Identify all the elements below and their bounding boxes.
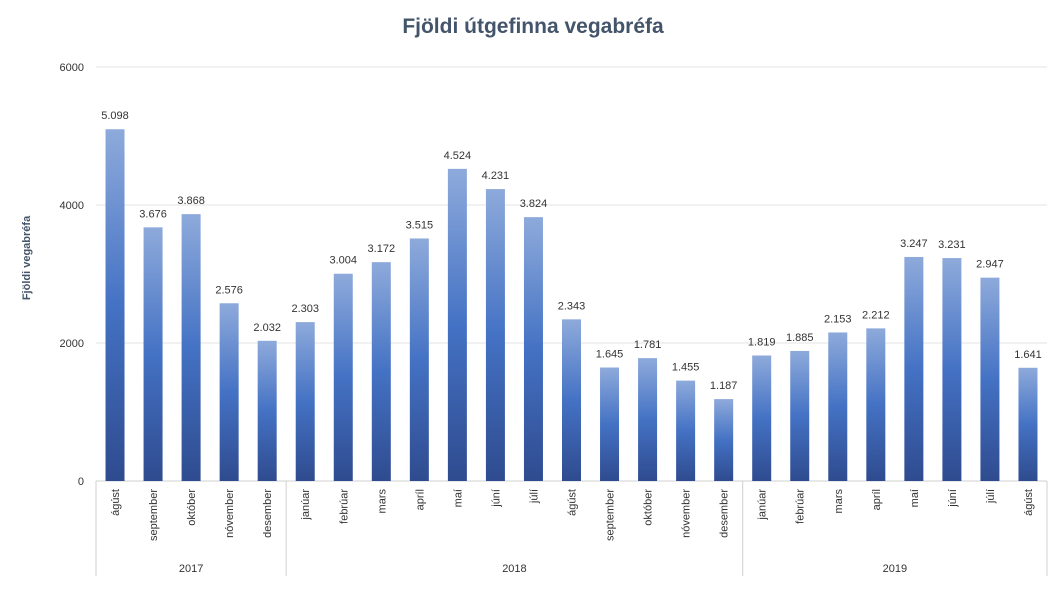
data-label: 1.645 [596, 348, 624, 360]
x-tick-label: ágúst [567, 489, 579, 516]
bar [523, 217, 543, 482]
data-label: 3.676 [139, 208, 167, 220]
data-label: 3.515 [406, 219, 434, 231]
bar [295, 322, 315, 481]
data-label: 2.576 [215, 284, 243, 296]
y-tick-label: 6000 [60, 62, 84, 74]
bar [371, 262, 391, 481]
data-label: 3.231 [938, 239, 966, 251]
x-tick-label: apríl [414, 489, 426, 510]
bar [904, 256, 924, 481]
y-tick-label: 0 [78, 476, 84, 488]
data-label: 1.885 [786, 332, 814, 344]
bar [638, 358, 658, 481]
bar [1018, 367, 1038, 481]
x-tick-label: september [605, 489, 617, 541]
x-tick-label: júlí [528, 489, 540, 504]
bar [866, 328, 886, 481]
bar [143, 227, 163, 481]
x-tick-label: desember [719, 489, 731, 538]
data-label: 1.781 [634, 339, 662, 351]
x-tick-label: september [148, 489, 160, 541]
data-label: 2.303 [291, 303, 319, 315]
x-tick-label: mars [376, 489, 388, 514]
x-tick-label: nóvember [681, 489, 693, 538]
x-tick-label: maí [452, 489, 464, 507]
data-label: 2.032 [253, 322, 281, 334]
x-tick-label: janúar [757, 489, 769, 521]
bar [333, 273, 353, 481]
bar [752, 355, 772, 481]
data-label: 4.524 [444, 150, 472, 162]
bar [714, 399, 734, 481]
x-tick-label: ágúst [1023, 489, 1035, 516]
x-tick-label: desember [262, 489, 274, 538]
data-label: 3.868 [177, 195, 205, 207]
data-label: 1.455 [672, 362, 700, 374]
data-label: 2.212 [862, 309, 890, 321]
data-label: 3.172 [368, 243, 396, 255]
x-tick-label: febrúar [795, 489, 807, 524]
bar [828, 332, 848, 481]
x-tick-label: janúar [300, 489, 312, 521]
x-tick-label: júní [490, 489, 502, 508]
bar [219, 303, 239, 481]
y-tick-label: 2000 [60, 338, 84, 350]
chart-title: Fjöldi útgefinna vegabréfa [402, 15, 664, 38]
bar [676, 380, 696, 481]
bar [181, 214, 201, 481]
x-tick-label: júní [947, 489, 959, 508]
bar [562, 319, 581, 481]
x-tick-label: október [186, 489, 198, 526]
x-tick-label: apríl [871, 489, 883, 510]
bar [105, 129, 125, 481]
bar [447, 168, 467, 481]
data-label: 1.187 [710, 380, 738, 392]
data-label: 5.098 [101, 110, 129, 122]
x-tick-label: nóvember [224, 489, 236, 538]
y-axis-label: Fjöldi vegabréfa [21, 215, 33, 300]
data-label: 3.004 [329, 255, 357, 267]
x-tick-label: ágúst [110, 489, 122, 516]
x-tick-label: júlí [985, 489, 997, 504]
bar [790, 350, 810, 481]
bar [485, 189, 505, 481]
year-group-label: 2018 [502, 563, 526, 575]
data-label: 3.824 [520, 198, 548, 210]
data-label: 3.247 [900, 238, 928, 250]
data-label: 1.641 [1014, 349, 1042, 361]
year-group-label: 2017 [179, 563, 203, 575]
x-tick-label: mars [833, 489, 845, 514]
x-tick-label: október [643, 489, 655, 526]
bar [942, 258, 962, 481]
bar [257, 340, 277, 481]
data-label: 2.343 [558, 300, 586, 312]
bar [980, 277, 1000, 481]
bar [600, 367, 620, 481]
bar [409, 238, 429, 481]
year-group-label: 2019 [883, 563, 907, 575]
x-tick-label: febrúar [338, 489, 350, 524]
data-label: 2.153 [824, 313, 852, 325]
data-label: 4.231 [482, 170, 510, 182]
data-label: 2.947 [976, 259, 1004, 271]
data-label: 1.819 [748, 336, 776, 348]
y-tick-label: 4000 [60, 200, 84, 212]
x-tick-label: maí [909, 489, 921, 507]
